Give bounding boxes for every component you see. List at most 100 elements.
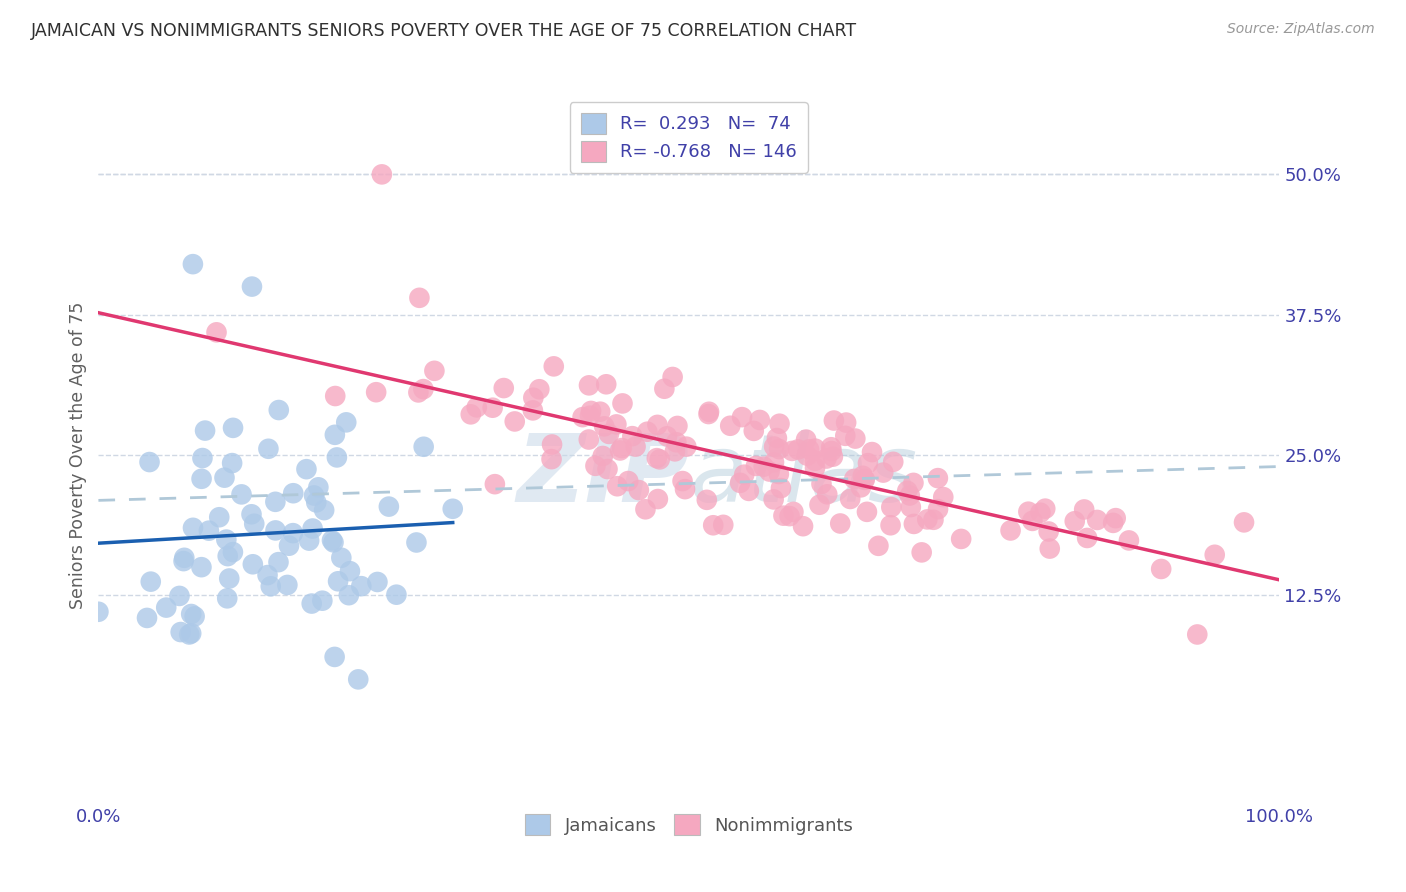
Point xyxy=(758,465,780,479)
Point xyxy=(302,488,325,502)
Point xyxy=(323,389,346,403)
Point xyxy=(675,440,697,454)
Point xyxy=(898,488,921,502)
Point xyxy=(267,555,290,569)
Point xyxy=(612,396,634,410)
Point xyxy=(932,490,955,504)
Point xyxy=(1033,501,1056,516)
Point xyxy=(281,526,304,541)
Point xyxy=(1150,562,1173,576)
Point xyxy=(180,607,202,621)
Point xyxy=(170,625,193,640)
Point xyxy=(183,609,205,624)
Point xyxy=(242,558,264,572)
Point xyxy=(240,279,263,293)
Point xyxy=(882,455,904,469)
Point xyxy=(872,466,894,480)
Point xyxy=(593,419,616,434)
Point xyxy=(214,470,236,484)
Point xyxy=(1102,516,1125,530)
Point xyxy=(1105,511,1128,525)
Point xyxy=(323,427,346,442)
Text: atlas: atlas xyxy=(689,430,917,521)
Point xyxy=(950,532,973,546)
Point xyxy=(366,385,388,400)
Point xyxy=(917,512,939,526)
Point xyxy=(610,441,633,455)
Point xyxy=(768,467,790,481)
Point xyxy=(322,535,344,549)
Point xyxy=(772,508,794,523)
Point xyxy=(654,382,676,396)
Point xyxy=(823,413,845,427)
Point xyxy=(222,421,245,435)
Point xyxy=(624,440,647,454)
Point xyxy=(671,474,693,488)
Point xyxy=(571,410,593,425)
Point xyxy=(661,370,683,384)
Point xyxy=(903,475,925,490)
Point xyxy=(645,451,668,466)
Point xyxy=(541,437,564,451)
Point xyxy=(665,435,688,450)
Legend: Jamaicans, Nonimmigrants: Jamaicans, Nonimmigrants xyxy=(517,807,860,842)
Point xyxy=(856,456,879,470)
Point xyxy=(844,432,866,446)
Point xyxy=(666,419,689,434)
Point xyxy=(1021,514,1043,528)
Point xyxy=(180,626,202,640)
Point xyxy=(763,440,786,454)
Point xyxy=(222,545,245,559)
Point xyxy=(634,502,657,516)
Point xyxy=(815,487,838,501)
Point xyxy=(378,500,401,514)
Point xyxy=(301,597,323,611)
Point xyxy=(792,519,814,533)
Point xyxy=(860,445,883,459)
Point xyxy=(903,516,925,531)
Point xyxy=(922,513,945,527)
Point xyxy=(595,377,617,392)
Point xyxy=(1187,627,1209,641)
Point xyxy=(579,404,602,418)
Point xyxy=(769,481,792,495)
Point xyxy=(260,579,283,593)
Point xyxy=(543,359,565,374)
Point xyxy=(731,410,754,425)
Point xyxy=(834,429,856,443)
Point xyxy=(256,568,278,582)
Point xyxy=(350,579,373,593)
Point xyxy=(821,450,844,464)
Point xyxy=(190,472,212,486)
Point xyxy=(617,474,640,488)
Point xyxy=(896,483,918,498)
Point xyxy=(804,454,827,468)
Point xyxy=(605,417,627,432)
Point xyxy=(702,518,724,533)
Point xyxy=(742,424,765,438)
Point xyxy=(330,550,353,565)
Point xyxy=(503,414,526,428)
Point xyxy=(782,505,804,519)
Point xyxy=(181,257,204,271)
Text: JAMAICAN VS NONIMMIGRANTS SENIORS POVERTY OVER THE AGE OF 75 CORRELATION CHART: JAMAICAN VS NONIMMIGRANTS SENIORS POVERT… xyxy=(31,22,858,40)
Point xyxy=(136,611,159,625)
Point xyxy=(243,516,266,531)
Point xyxy=(856,505,879,519)
Point xyxy=(301,522,323,536)
Point xyxy=(321,533,343,548)
Point xyxy=(853,472,876,486)
Point xyxy=(366,574,388,589)
Point xyxy=(540,452,562,467)
Point xyxy=(465,401,488,415)
Point xyxy=(194,424,217,438)
Point xyxy=(191,451,214,466)
Point xyxy=(820,444,842,458)
Point xyxy=(337,588,360,602)
Point xyxy=(405,535,427,549)
Point xyxy=(218,572,240,586)
Point xyxy=(87,605,110,619)
Point xyxy=(1085,513,1108,527)
Point xyxy=(797,442,820,457)
Point xyxy=(408,291,430,305)
